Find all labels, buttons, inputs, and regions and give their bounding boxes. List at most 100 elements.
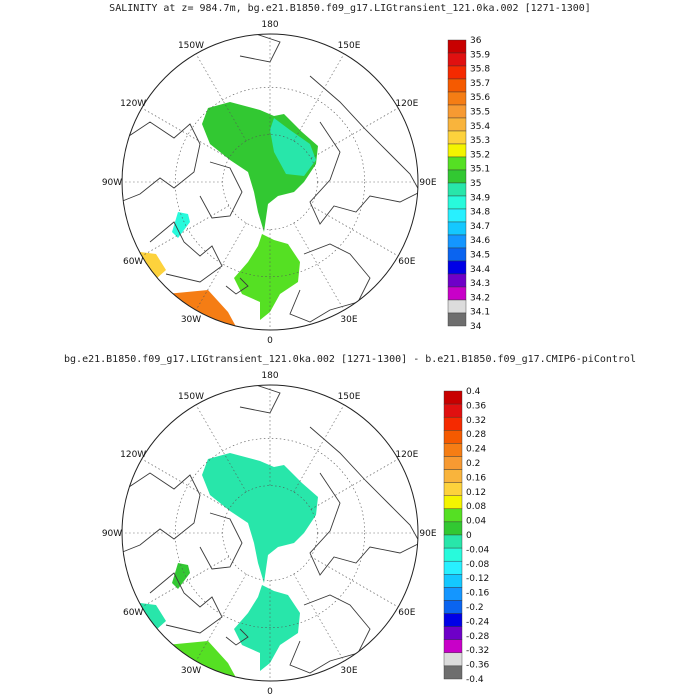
meridian-120 xyxy=(310,458,399,510)
colorbar-tick-label: 35.1 xyxy=(470,165,490,175)
meridian-60 xyxy=(310,556,399,608)
coastline-4 xyxy=(309,75,418,225)
colorbar-band xyxy=(443,403,463,418)
longitude-label-150E: 150E xyxy=(338,41,361,51)
colorbar-band xyxy=(447,221,467,236)
coastline-7 xyxy=(225,628,249,646)
colorbar-tick-label: -0.08 xyxy=(466,560,490,570)
colorbar-band xyxy=(447,247,467,262)
meridian-30 xyxy=(293,573,345,662)
colorbar-tick-label: 35.5 xyxy=(470,108,490,118)
region-nordic-seas xyxy=(234,234,300,320)
colorbar-band xyxy=(443,639,463,654)
colorbar-tick-label: 0.32 xyxy=(466,416,486,426)
colorbar-band xyxy=(447,208,467,223)
coastline-2 xyxy=(199,161,243,219)
colorbar-tick-label: 34.1 xyxy=(470,308,490,318)
latitude-ring-2 xyxy=(174,86,366,278)
colorbar-band xyxy=(447,260,467,275)
coastline-2 xyxy=(199,512,243,570)
colorbar-band xyxy=(443,652,463,667)
colorbar-band xyxy=(447,65,467,80)
colorbar-band xyxy=(447,156,467,171)
region-nordic-seas xyxy=(234,585,300,671)
map-panel-2: bg.e21.B1850.f09_g17.LIGtransient_121.0k… xyxy=(64,354,636,697)
colorbar-tick-label: -0.32 xyxy=(466,646,489,656)
longitude-label-60E: 60E xyxy=(398,608,415,618)
longitude-label-30E: 30E xyxy=(340,666,357,676)
colorbar-band xyxy=(443,508,463,523)
colorbar-tick-label: 34.5 xyxy=(470,251,490,261)
longitude-label-0: 0 xyxy=(267,687,273,697)
colorbar-band xyxy=(443,547,463,562)
colorbar-band xyxy=(443,416,463,431)
colorbar-tick-label: -0.04 xyxy=(466,545,490,555)
longitude-label-150W: 150W xyxy=(178,392,204,402)
meridian-150 xyxy=(293,404,345,493)
longitude-label-60E: 60E xyxy=(398,257,415,267)
longitude-label-180: 180 xyxy=(261,371,278,381)
colorbar-band xyxy=(443,469,463,483)
longitude-label-120E: 120E xyxy=(395,450,418,460)
colorbar-tick-label: 0.24 xyxy=(466,445,486,455)
longitude-label-30W: 30W xyxy=(181,666,201,676)
coastline-3 xyxy=(149,572,223,634)
latitude-ring-2 xyxy=(174,437,366,629)
colorbar-band xyxy=(447,78,467,93)
colorbar-tick-label: 35.2 xyxy=(470,150,490,160)
colorbar-tick-label: 0 xyxy=(466,531,472,541)
region-arctic-basin xyxy=(202,453,318,583)
colorbar-tick-label: 34.6 xyxy=(470,236,490,246)
colorbar-tick-label: 0.08 xyxy=(466,502,486,512)
colorbar-band xyxy=(447,91,467,106)
longitude-label-90W: 90W xyxy=(102,178,122,188)
colorbar-band xyxy=(443,390,463,405)
colorbar-tick-label: 35.3 xyxy=(470,136,490,146)
longitude-label-90E: 90E xyxy=(419,529,436,539)
colorbar-tick-label: 35.4 xyxy=(470,122,490,132)
longitude-label-150W: 150W xyxy=(178,41,204,51)
coastline-6 xyxy=(239,34,281,63)
longitude-label-90W: 90W xyxy=(102,529,122,539)
colorbar-band xyxy=(447,52,467,67)
colorbar-band xyxy=(447,299,467,314)
colorbar-band xyxy=(443,626,463,640)
longitude-label-30W: 30W xyxy=(181,315,201,325)
region-baffin-bay xyxy=(172,563,190,589)
colorbar-band xyxy=(447,143,467,158)
longitude-label-120W: 120W xyxy=(120,99,146,109)
map-body xyxy=(122,34,418,330)
colorbar-band xyxy=(447,312,467,327)
colorbar-band xyxy=(443,587,463,601)
colorbar-band xyxy=(447,182,467,197)
colorbar-band xyxy=(447,169,467,184)
colorbar-band xyxy=(443,613,463,627)
colorbar-tick-label: 36 xyxy=(470,36,482,46)
colorbar-band xyxy=(443,600,463,614)
colorbar-band xyxy=(447,104,467,119)
colorbar-tick-label: 0.12 xyxy=(466,488,486,498)
colorbar-band xyxy=(447,234,467,249)
colorbar-tick-label: 35 xyxy=(470,179,481,189)
longitude-label-150E: 150E xyxy=(338,392,361,402)
colorbar-tick-label: 34.3 xyxy=(470,279,490,289)
colorbar-tick-label: 0.4 xyxy=(466,387,481,397)
coastline-1 xyxy=(122,472,201,554)
colorbar-tick-label: -0.12 xyxy=(466,574,489,584)
colorbar-tick-label: 34.7 xyxy=(470,222,490,232)
colorbar-tick-label: -0.16 xyxy=(466,589,490,599)
colorbar-tick-label: 35.9 xyxy=(470,50,490,60)
panel-title: bg.e21.B1850.f09_g17.LIGtransient_121.0k… xyxy=(64,354,636,365)
colorbar: 0.4 0.36 0.32 0.28 0.24 0.2 0.16 0.12 0.08 0.04 0 -… xyxy=(443,387,490,685)
meridian-300 xyxy=(141,205,230,257)
colorbar-band xyxy=(447,130,467,145)
coastline-1 xyxy=(122,121,201,203)
colorbar-tick-label: 0.16 xyxy=(466,473,486,483)
colorbar-band xyxy=(443,456,463,470)
colorbar-tick-label: 34 xyxy=(470,322,482,332)
region-makarov xyxy=(270,118,316,176)
meridian-300 xyxy=(141,556,230,608)
colorbar-tick-label: 34.8 xyxy=(470,208,490,218)
colorbar-band xyxy=(443,430,463,444)
longitude-label-30E: 30E xyxy=(340,315,357,325)
